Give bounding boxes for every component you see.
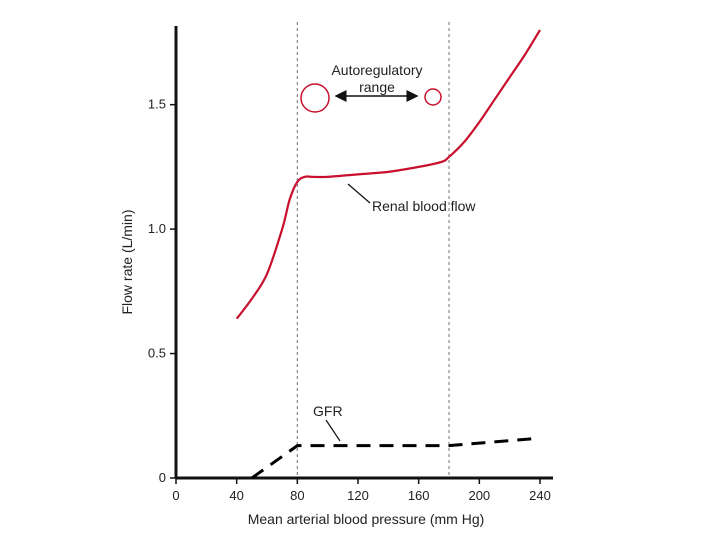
x-tick-label: 200: [468, 488, 490, 503]
renal-blood-flow-leader: [347, 183, 371, 204]
renal-blood-flow-curve: [235, 29, 541, 320]
x-tick-label: 120: [347, 488, 369, 503]
x-tick-label: 40: [229, 488, 243, 503]
x-axis-title: Mean arterial blood pressure (mm Hg): [248, 511, 485, 527]
gfr-leader: [325, 419, 341, 442]
y-axis-title: Flow rate (L/min): [119, 209, 135, 314]
x-tick-label: 240: [529, 488, 551, 503]
gfr-curve: [250, 436, 541, 480]
x-tick-label: 160: [408, 488, 430, 503]
constricted-vessel-icon: [424, 88, 442, 106]
x-tick-label: 80: [290, 488, 304, 503]
gfr-label: GFR: [313, 403, 343, 419]
renal-blood-flow-label: Renal blood flow: [372, 198, 476, 214]
autoregulatory-range-label-line1: Autoregulatory: [331, 62, 422, 78]
x-tick-label: 0: [172, 488, 179, 503]
y-tick-label: 0: [159, 470, 166, 485]
autoregulatory-range-label-line2: range: [359, 79, 395, 95]
y-tick-label: 1.0: [148, 221, 166, 236]
dilated-vessel-icon: [300, 83, 330, 113]
y-tick-label: 1.5: [148, 97, 166, 112]
y-tick-label: 0.5: [148, 346, 166, 361]
